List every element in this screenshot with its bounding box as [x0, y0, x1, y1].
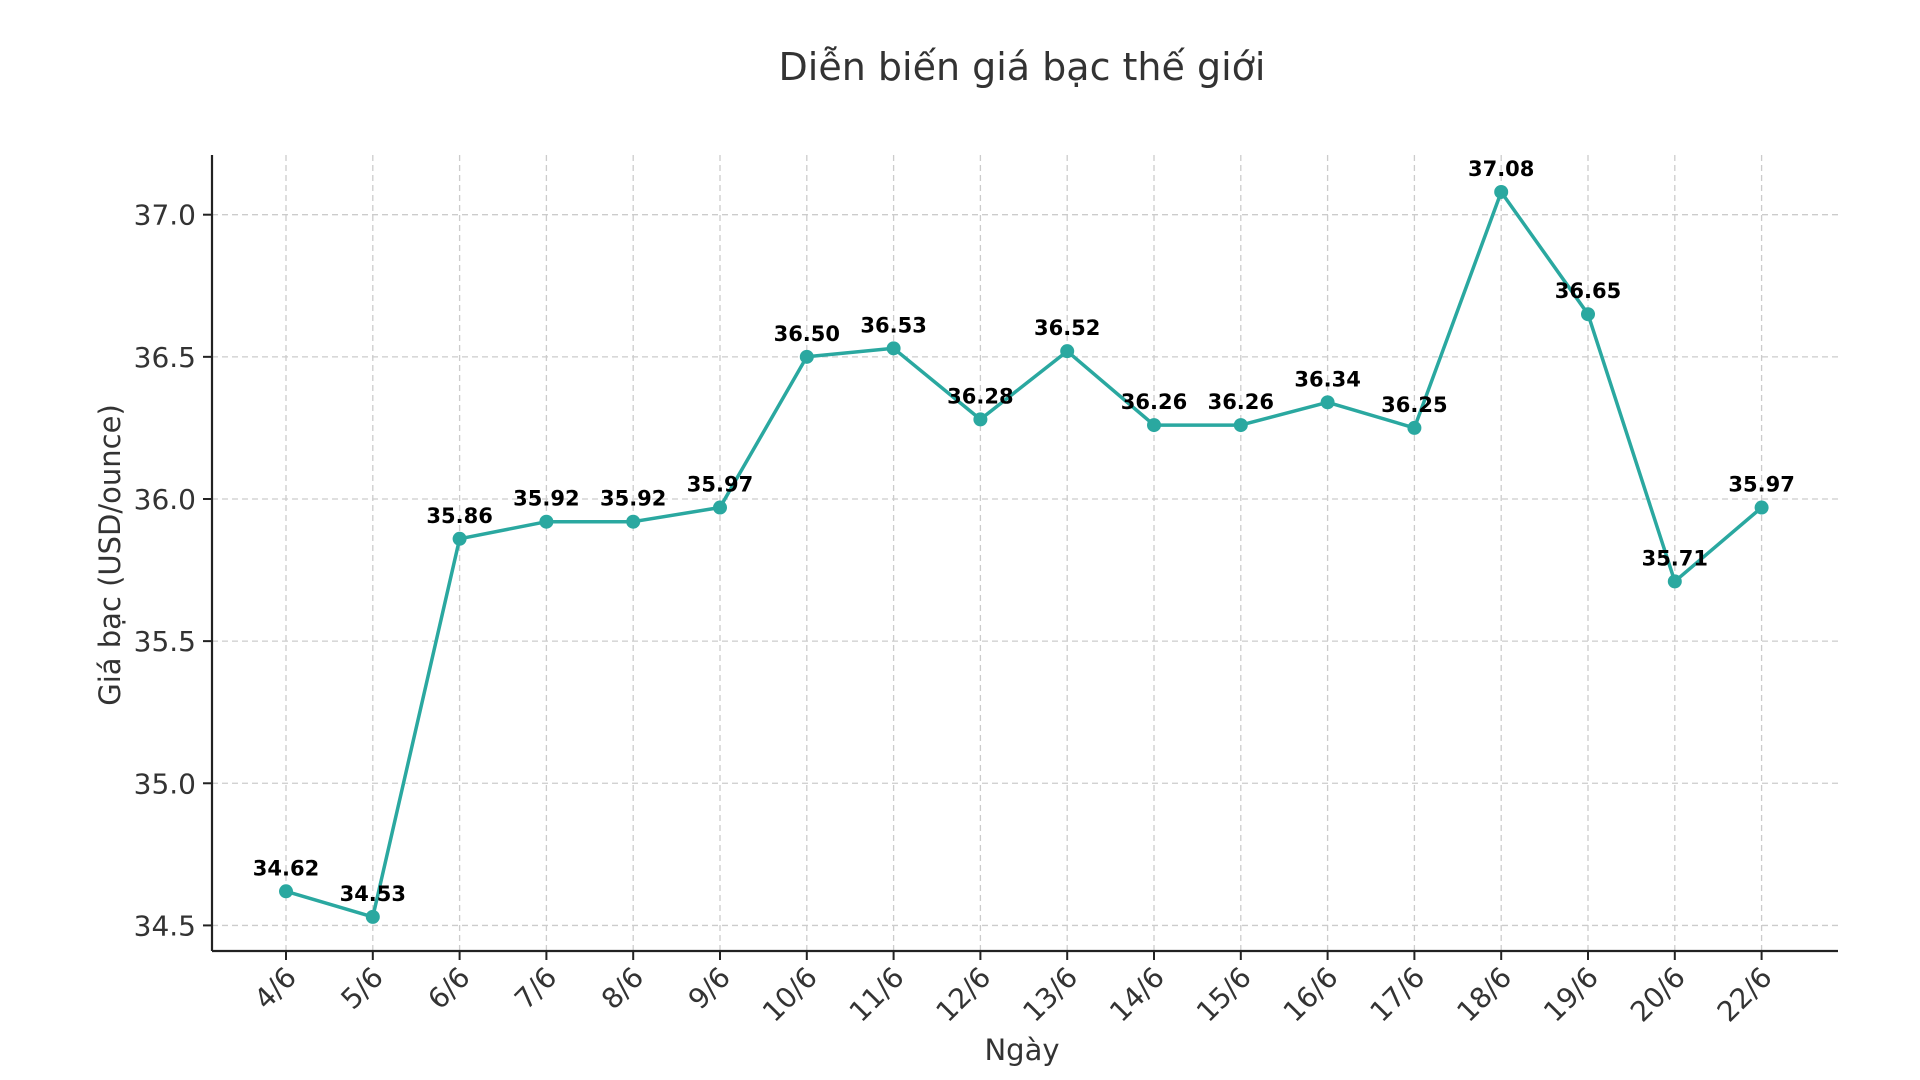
data-point [886, 341, 901, 356]
series-line-group [285, 190, 1763, 919]
y-tick-label: 34.5 [134, 909, 196, 942]
data-point [1060, 344, 1075, 359]
y-tick-label: 36.5 [134, 341, 196, 374]
x-axis-label: Ngày [984, 1033, 1059, 1067]
data-point [799, 349, 814, 364]
data-label: 37.08 [1468, 157, 1534, 181]
data-label: 35.86 [426, 504, 492, 528]
data-label: 35.97 [687, 473, 753, 497]
x-tick-label: 7/6 [508, 961, 563, 1016]
x-tick-label: 11/6 [843, 961, 911, 1029]
data-point [365, 909, 380, 924]
data-point [973, 412, 988, 427]
axes [203, 155, 1838, 960]
x-tick-label: 19/6 [1537, 961, 1605, 1029]
data-label: 35.92 [600, 487, 666, 511]
x-tick-label: 6/6 [421, 961, 476, 1016]
data-points [279, 184, 1769, 924]
data-label: 36.52 [1034, 316, 1100, 340]
data-point [1233, 418, 1248, 433]
data-label: 36.26 [1121, 390, 1187, 414]
data-label: 36.65 [1555, 279, 1621, 303]
data-label: 35.92 [513, 487, 579, 511]
y-tick-label: 36.0 [134, 483, 196, 516]
data-label: 35.71 [1642, 546, 1708, 570]
y-tick-label: 35.0 [134, 767, 196, 800]
data-label: 35.97 [1728, 473, 1794, 497]
x-tick-labels: 4/6 5/6 6/6 7/6 8/6 9/6 10/6 11/6 12/6 13/6 14/6 15… [248, 961, 1779, 1029]
x-tick-label: 10/6 [756, 961, 824, 1029]
data-label: 36.50 [774, 322, 840, 346]
x-tick-label: 12/6 [930, 961, 998, 1029]
data-point [539, 514, 554, 529]
data-point [1581, 307, 1595, 322]
y-axis-label: Giá bạc (USD/ounce) [93, 404, 127, 706]
data-point [452, 531, 467, 546]
x-tick-label: 5/6 [335, 961, 390, 1016]
x-tick-label: 22/6 [1711, 961, 1779, 1029]
data-point [1407, 420, 1422, 435]
x-tick-label: 20/6 [1624, 961, 1692, 1029]
chart-title: Diễn biến giá bạc thế giới [779, 45, 1266, 89]
y-tick-label: 35.5 [134, 625, 196, 658]
y-tick-label: 37.0 [134, 199, 196, 232]
x-tick-label: 15/6 [1190, 961, 1258, 1029]
data-label: 36.28 [947, 384, 1013, 408]
data-point [1320, 395, 1335, 410]
data-label: 36.34 [1294, 367, 1360, 391]
data-point [1494, 184, 1509, 199]
data-label: 36.25 [1381, 393, 1447, 417]
y-tick-labels: 34.5 35.0 35.5 36.0 36.5 37.0 [134, 199, 196, 943]
data-point [1754, 500, 1769, 515]
x-tick-label: 14/6 [1103, 961, 1171, 1029]
data-label: 34.62 [253, 856, 319, 880]
data-labels: 34.62 34.53 35.86 35.92 35.92 35.97 36.50 36.53… [253, 157, 1795, 906]
data-point [1147, 418, 1161, 433]
x-tick-label: 13/6 [1016, 961, 1084, 1029]
data-label: 36.26 [1208, 390, 1274, 414]
x-tick-label: 16/6 [1277, 961, 1345, 1029]
x-tick-label: 17/6 [1364, 961, 1432, 1029]
data-point [279, 884, 293, 899]
x-tick-label: 9/6 [682, 961, 737, 1016]
grid [212, 155, 1838, 951]
x-tick-label: 8/6 [595, 961, 650, 1016]
data-point [626, 514, 641, 529]
data-label: 34.53 [340, 882, 406, 906]
x-tick-label: 18/6 [1450, 961, 1518, 1029]
data-label: 36.53 [860, 313, 926, 337]
data-point [713, 500, 727, 515]
data-point [1667, 574, 1682, 589]
series-line [285, 190, 1763, 919]
x-tick-label: 4/6 [248, 961, 303, 1016]
